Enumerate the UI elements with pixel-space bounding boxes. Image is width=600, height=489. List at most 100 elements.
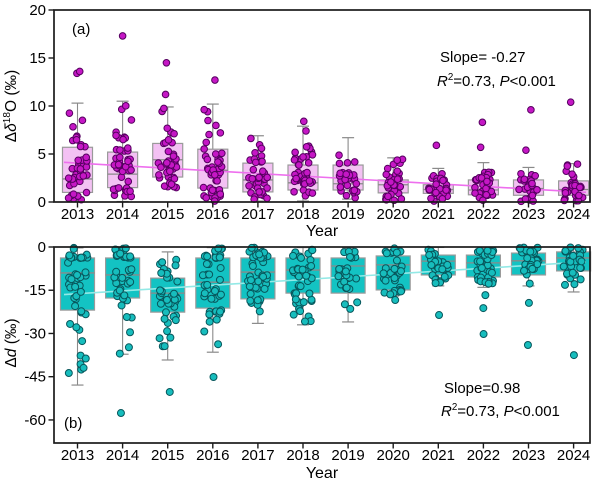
scatter-point — [484, 279, 493, 288]
scatter-point — [386, 290, 395, 299]
scatter-point — [127, 265, 136, 274]
scatter-point — [335, 159, 344, 168]
scatter-points-2015 — [154, 59, 181, 192]
scatter-point — [203, 252, 212, 261]
scatter-point — [255, 173, 263, 182]
trend-line — [63, 161, 587, 194]
scatter-point — [249, 165, 258, 174]
scatter-points-2014 — [110, 244, 136, 418]
scatter-point — [122, 313, 131, 322]
scatter-point — [200, 289, 209, 298]
x-tick-label: 2023 — [512, 206, 545, 223]
scatter-point — [520, 266, 529, 275]
scatter-points-2018 — [290, 117, 317, 200]
scatter-points-2021 — [424, 245, 453, 320]
outlier-point — [435, 311, 444, 320]
scatter-point — [533, 186, 541, 194]
scatter-point — [570, 280, 579, 289]
scatter-point — [69, 123, 77, 131]
y-tick-label: 5 — [38, 146, 46, 163]
scatter-point — [577, 257, 586, 266]
x-axis-label: Year — [306, 223, 339, 240]
scatter-point — [308, 189, 317, 197]
y-axis-label: Δd (‰) — [3, 318, 20, 367]
scatter-point — [114, 184, 123, 192]
outlier-point — [523, 341, 532, 349]
scatter-point — [71, 282, 80, 291]
x-tick-label: 2015 — [151, 447, 184, 464]
scatter-point — [379, 269, 388, 278]
x-tick-label: 2019 — [331, 447, 364, 464]
scatter-point — [124, 177, 133, 186]
scatter-point — [216, 129, 225, 137]
scatter-point — [483, 177, 491, 186]
scatter-point — [393, 167, 402, 175]
scatter-point — [207, 294, 216, 303]
scatter-points-2019 — [335, 151, 361, 202]
x-tick-label: 2014 — [106, 447, 139, 464]
scatter-point — [202, 259, 211, 268]
scatter-point — [164, 136, 173, 144]
scatter-point — [396, 267, 405, 276]
y-tick-label: 0 — [38, 194, 46, 211]
scatter-point — [255, 250, 264, 259]
outlier-point — [116, 409, 125, 418]
scatter-point — [210, 287, 219, 296]
scatter-point — [124, 343, 133, 352]
scatter-point — [117, 301, 126, 310]
scatter-point — [336, 183, 345, 191]
scatter-point — [440, 272, 449, 281]
scatter-point — [517, 169, 525, 178]
scatter-point — [381, 276, 390, 285]
x-tick-label: 2013 — [61, 447, 94, 464]
scatter-points-2019 — [334, 247, 362, 313]
scatter-point — [215, 275, 224, 284]
scatter-point — [487, 268, 496, 277]
scatter-point — [292, 174, 300, 183]
x-tick-label: 2022 — [467, 206, 500, 223]
scatter-point — [308, 150, 317, 159]
scatter-point — [390, 274, 399, 283]
scatter-point — [81, 354, 90, 363]
scatter-point — [170, 289, 179, 298]
scatter-point — [167, 180, 176, 189]
scatter-point — [200, 145, 208, 153]
scatter-point — [126, 328, 135, 337]
scatter-point — [214, 244, 223, 253]
scatter-point — [528, 179, 536, 188]
scatter-point — [205, 317, 214, 326]
x-tick-label: 2021 — [422, 206, 455, 223]
scatter-point — [525, 279, 534, 288]
outlier-point — [524, 298, 533, 307]
scatter-point — [77, 253, 86, 262]
y-axis-label: Δδ18O (‰) — [2, 70, 20, 142]
scatter-point — [166, 333, 175, 342]
scatter-point — [127, 166, 135, 174]
scatter-point — [248, 262, 257, 271]
scatter-point — [303, 168, 311, 177]
scatter-point — [205, 270, 214, 279]
scatter-point — [438, 265, 447, 274]
scatter-point — [432, 188, 440, 197]
x-tick-label: 2017 — [241, 447, 274, 464]
scatter-points-2024 — [560, 98, 587, 205]
scatter-point — [352, 274, 361, 283]
outlier-point — [209, 372, 218, 381]
scatter-point — [116, 249, 125, 258]
scatter-point — [289, 310, 298, 319]
x-tick-label: 2020 — [377, 447, 410, 464]
outlier-point — [476, 143, 485, 152]
scatter-point — [343, 159, 352, 167]
scatter-point — [300, 317, 309, 326]
scatter-points-2014 — [109, 32, 136, 201]
x-tick-label: 2024 — [557, 447, 590, 464]
scatter-point — [126, 252, 135, 261]
scatter-point — [442, 186, 450, 194]
scatter-point — [296, 307, 305, 316]
scatter-point — [171, 316, 180, 325]
scatter-point — [114, 160, 123, 169]
scatter-point — [523, 254, 532, 263]
scatter-point — [290, 188, 298, 196]
scatter-point — [115, 286, 124, 295]
scatter-point — [119, 135, 127, 144]
